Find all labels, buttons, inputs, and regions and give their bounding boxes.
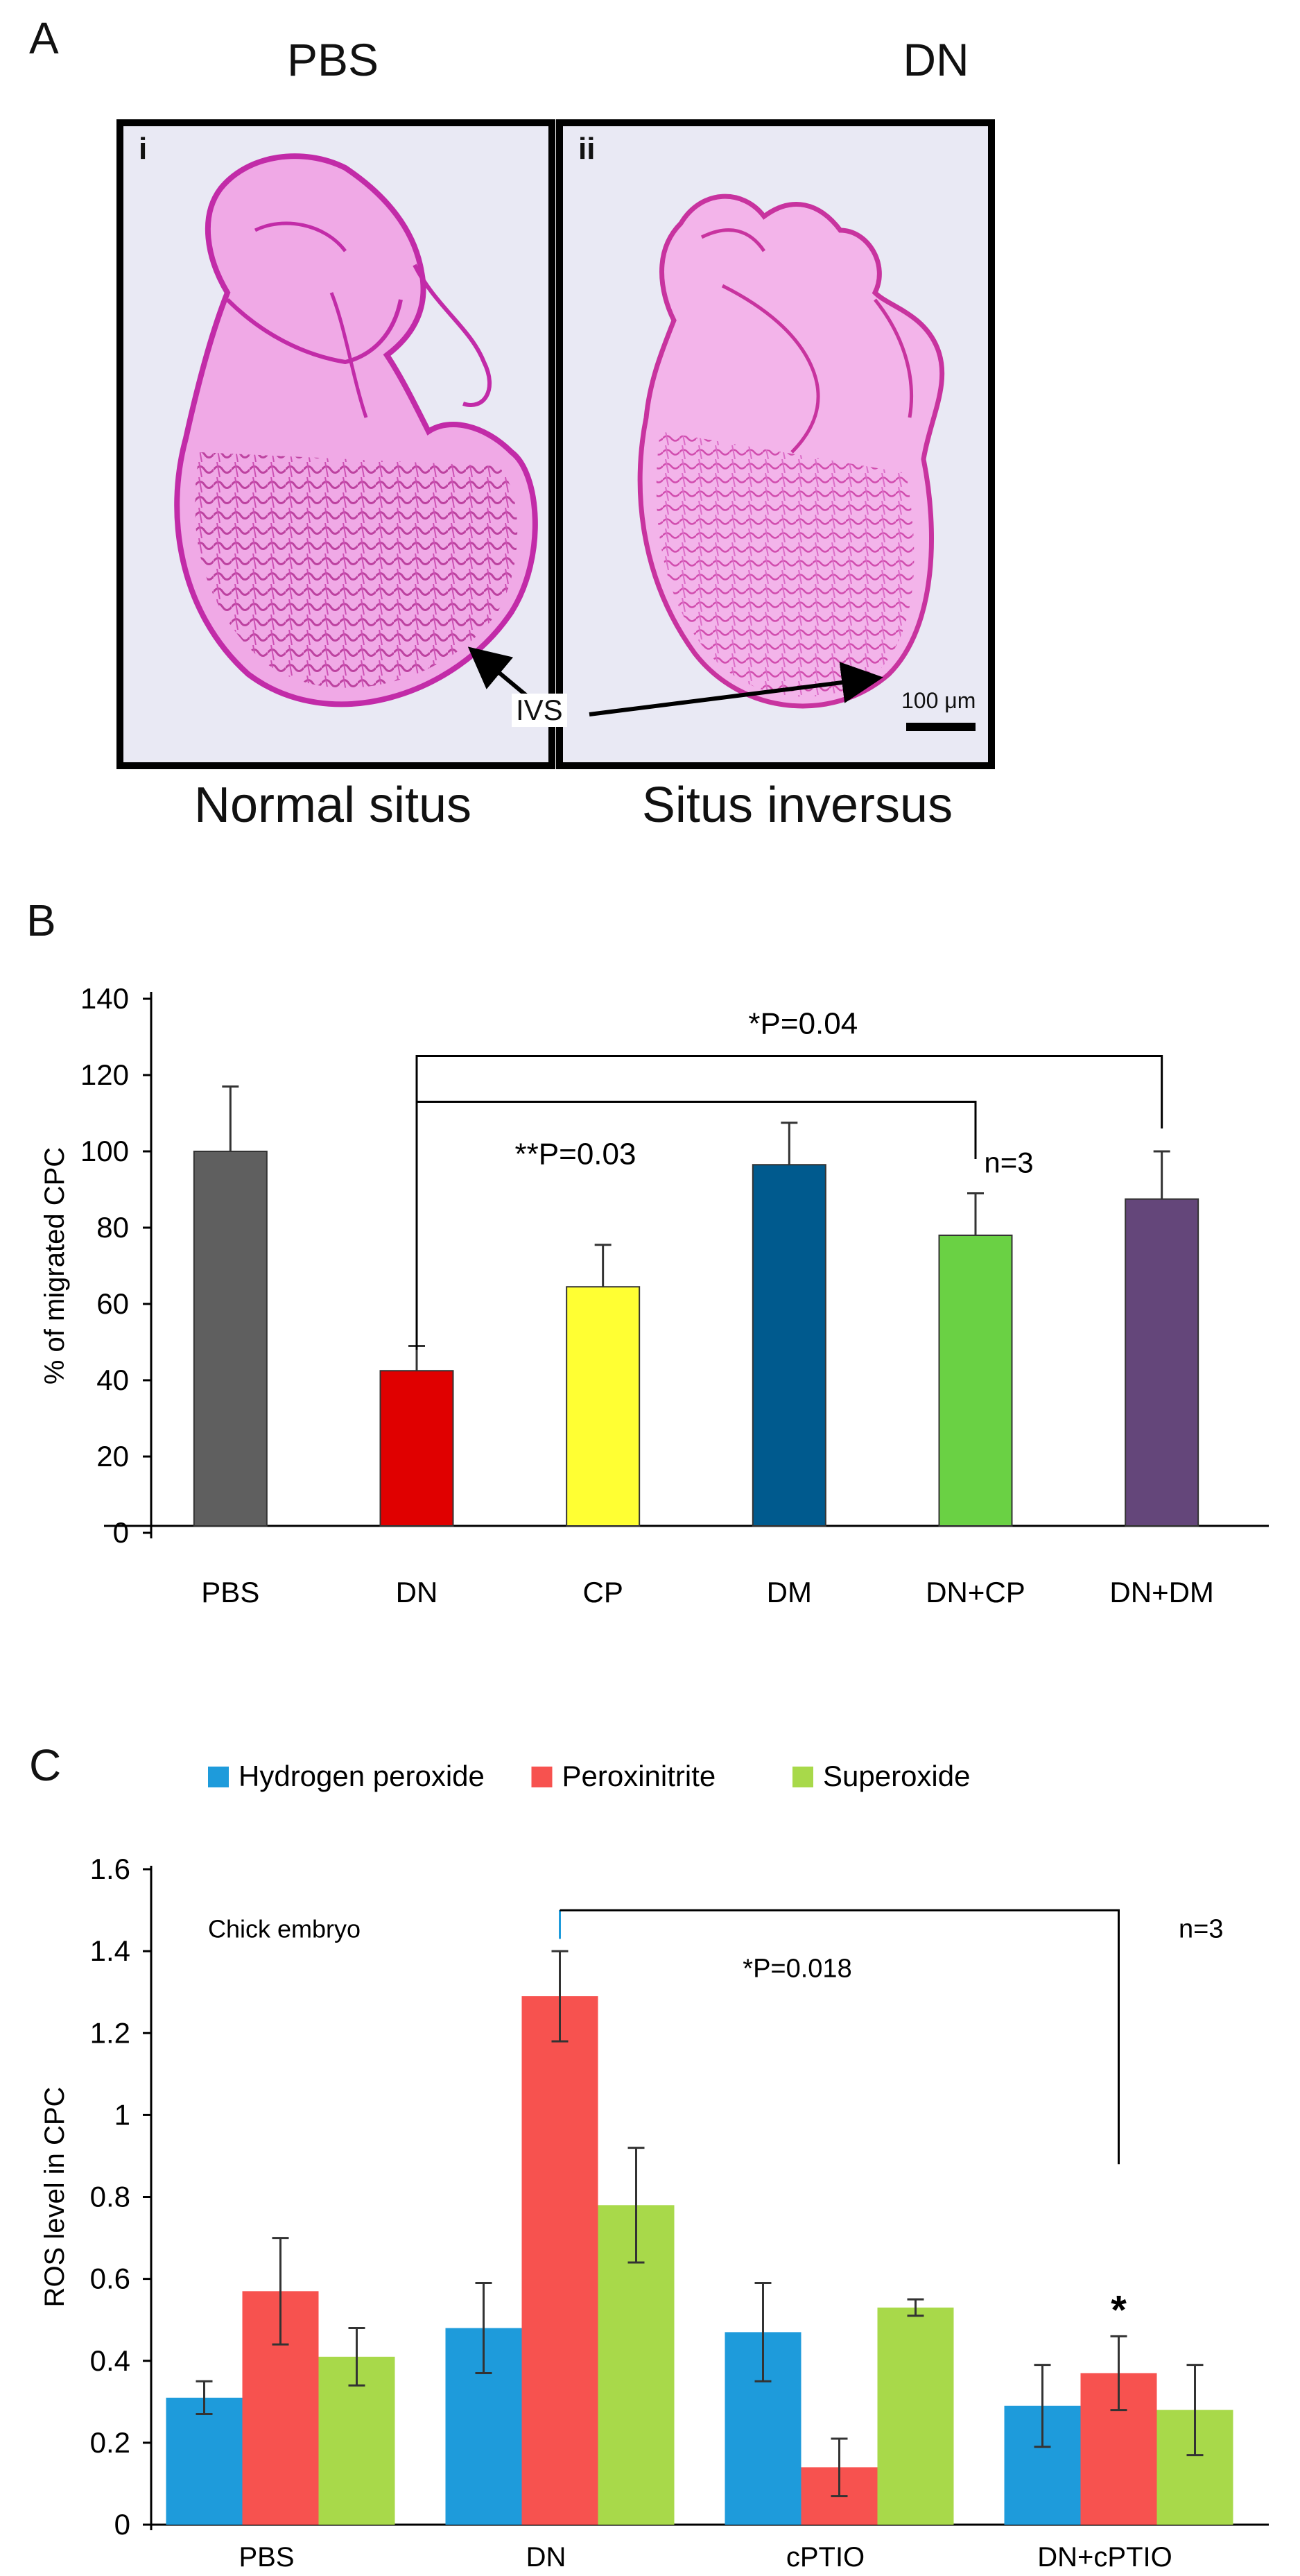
legend-swatch-c-2 — [792, 1767, 813, 1787]
x-label-c-DN+cPTIO: DN+cPTIO — [1037, 2542, 1172, 2573]
y-tick-label-c-6: 1.2 — [90, 2016, 130, 2049]
annot-c-chick-embryo: Chick embryo — [208, 1915, 361, 1943]
annot-c-p0018: *P=0.018 — [743, 1955, 851, 1984]
x-label-b-DM: DM — [767, 1576, 812, 1608]
bar-b-PBS — [193, 1151, 268, 1527]
chart-b: 0 20 40 60 80 100 120 140 % of migrated CPC PBS DN… — [40, 982, 1269, 1608]
y-tick-label-c-2: 0.4 — [90, 2344, 130, 2377]
y-tick-label-b-5: 100 — [80, 1135, 129, 1167]
bar-b-DM — [752, 1164, 826, 1527]
y-tick-label-b-3: 60 — [96, 1287, 129, 1320]
x-label-b-DN+DM: DN+DM — [1109, 1576, 1214, 1608]
scale-bar — [906, 723, 976, 731]
x-label-b-PBS: PBS — [201, 1576, 259, 1608]
x-label-c-PBS: PBS — [239, 2542, 294, 2573]
ivs-label: IVS — [512, 694, 567, 727]
annot-c-star: * — [1111, 2287, 1127, 2333]
panel-a-left-title: PBS — [286, 34, 379, 85]
x-label-c-cPTIO: cPTIO — [786, 2542, 865, 2573]
chart-c: 0 0.2 0.4 0.6 0.8 1 1.2 1.4 1.6 ROS level in CPC H… — [40, 1760, 1269, 2573]
caption-situs-inversus: Situs inversus — [641, 778, 953, 833]
bar-c-DN-1 — [521, 1996, 598, 2525]
legend-swatch-c-0 — [208, 1767, 229, 1787]
legend-swatch-c-1 — [531, 1767, 553, 1787]
bar-c-cPTIO-2 — [877, 2307, 954, 2525]
legend-label-c-1: Peroxinitrite — [562, 1760, 716, 1792]
legend-label-c-2: Superoxide — [823, 1760, 970, 1792]
x-label-b-CP: CP — [582, 1576, 623, 1608]
y-tick-label-c-0: 0 — [114, 2508, 130, 2541]
pbs-heart-photo: i — [116, 119, 555, 769]
dn-heart-section — [637, 194, 945, 709]
panel-b-letter: B — [26, 895, 56, 945]
panel-a-letter: A — [29, 13, 59, 63]
y-tick-label-b-1: 20 — [96, 1440, 129, 1472]
y-tick-label-c-3: 0.6 — [90, 2262, 130, 2295]
y-tick-label-b-0: 0 — [113, 1516, 129, 1549]
x-label-c-DN: DN — [526, 2542, 566, 2573]
annot-c-n: n=3 — [1179, 1915, 1223, 1944]
y-tick-label-c-1: 0.2 — [90, 2426, 130, 2459]
annot-b-n: n=3 — [984, 1147, 1033, 1179]
photo-ii-label: ii — [578, 132, 596, 166]
bar-b-DN+CP — [938, 1235, 1013, 1527]
y-tick-label-b-7: 140 — [80, 982, 129, 1015]
bar-b-DN — [379, 1370, 454, 1527]
bar-b-CP — [566, 1286, 641, 1527]
x-label-b-DN: DN — [396, 1576, 438, 1608]
annot-b-p003: **P=0.03 — [515, 1137, 636, 1171]
panel-c-letter: C — [29, 1740, 62, 1790]
bracket-c — [560, 1909, 1120, 2165]
photo-i-label: i — [139, 132, 148, 166]
bracket-b-2 — [415, 1101, 977, 1350]
y-tick-label-c-8: 1.6 — [90, 1853, 130, 1885]
ivs-arrows — [467, 646, 883, 716]
legend-label-c-0: Hydrogen peroxide — [239, 1760, 485, 1792]
scale-bar-label: 100 μm — [901, 688, 976, 713]
caption-normal-situs: Normal situs — [193, 778, 472, 833]
dn-heart-photo: ii 100 μm — [556, 119, 995, 769]
y-tick-label-b-6: 120 — [80, 1058, 129, 1091]
bar-c-PBS-0 — [166, 2397, 243, 2525]
ivs-arrow-right — [589, 662, 883, 716]
x-label-b-DN+CP: DN+CP — [926, 1576, 1025, 1608]
y-tick-label-b-2: 40 — [96, 1364, 129, 1396]
y-tick-label-c-7: 1.4 — [90, 1934, 130, 1967]
annot-b-p004: *P=0.04 — [748, 1007, 858, 1041]
y-tick-label-c-5: 1 — [114, 2098, 130, 2131]
y-tick-label-b-4: 80 — [96, 1211, 129, 1244]
y-tick-label-c-4: 0.8 — [90, 2181, 130, 2213]
y-axis-label-c: ROS level in CPC — [40, 2087, 70, 2308]
bar-b-DN+DM — [1125, 1198, 1199, 1527]
panel-a-right-title: DN — [903, 34, 969, 85]
y-axis-label-b: % of migrated CPC — [40, 1147, 70, 1384]
pbs-heart-section — [174, 153, 538, 707]
bracket-b-1 — [415, 1055, 1163, 1133]
